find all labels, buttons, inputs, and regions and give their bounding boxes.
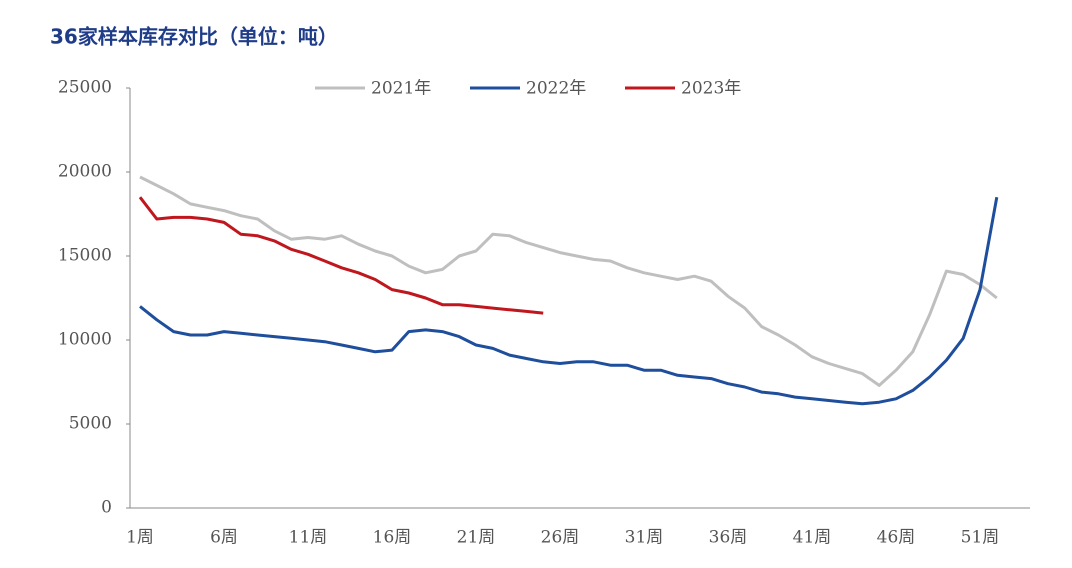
series-line — [139, 175, 998, 387]
y-tick-label: 20000 — [58, 162, 112, 182]
x-tick-label: 36周 — [709, 528, 748, 548]
legend-label: 2023年 — [681, 79, 741, 99]
x-tick-label: 31周 — [625, 528, 664, 548]
legend-label: 2021年 — [371, 79, 431, 99]
legend-label: 2022年 — [526, 79, 586, 99]
x-tick-label: 51周 — [961, 528, 1000, 548]
x-tick-label: 41周 — [793, 528, 832, 548]
x-tick-label: 16周 — [373, 528, 412, 548]
y-tick-label: 5000 — [69, 414, 112, 434]
y-tick-label: 15000 — [58, 246, 112, 266]
chart-title: 36家样本库存对比（单位：吨） — [50, 25, 338, 49]
series-line — [138, 196, 544, 315]
x-tick-label: 11周 — [289, 528, 328, 548]
x-tick-label: 21周 — [457, 528, 496, 548]
x-tick-label: 46周 — [877, 528, 916, 548]
x-tick-label: 26周 — [541, 528, 580, 548]
y-tick-label: 25000 — [58, 78, 112, 98]
x-tick-label: 1周 — [126, 528, 154, 548]
y-tick-label: 0 — [101, 498, 112, 518]
x-tick-label: 6周 — [210, 528, 238, 548]
y-tick-label: 10000 — [58, 330, 112, 350]
series-line — [139, 196, 999, 406]
